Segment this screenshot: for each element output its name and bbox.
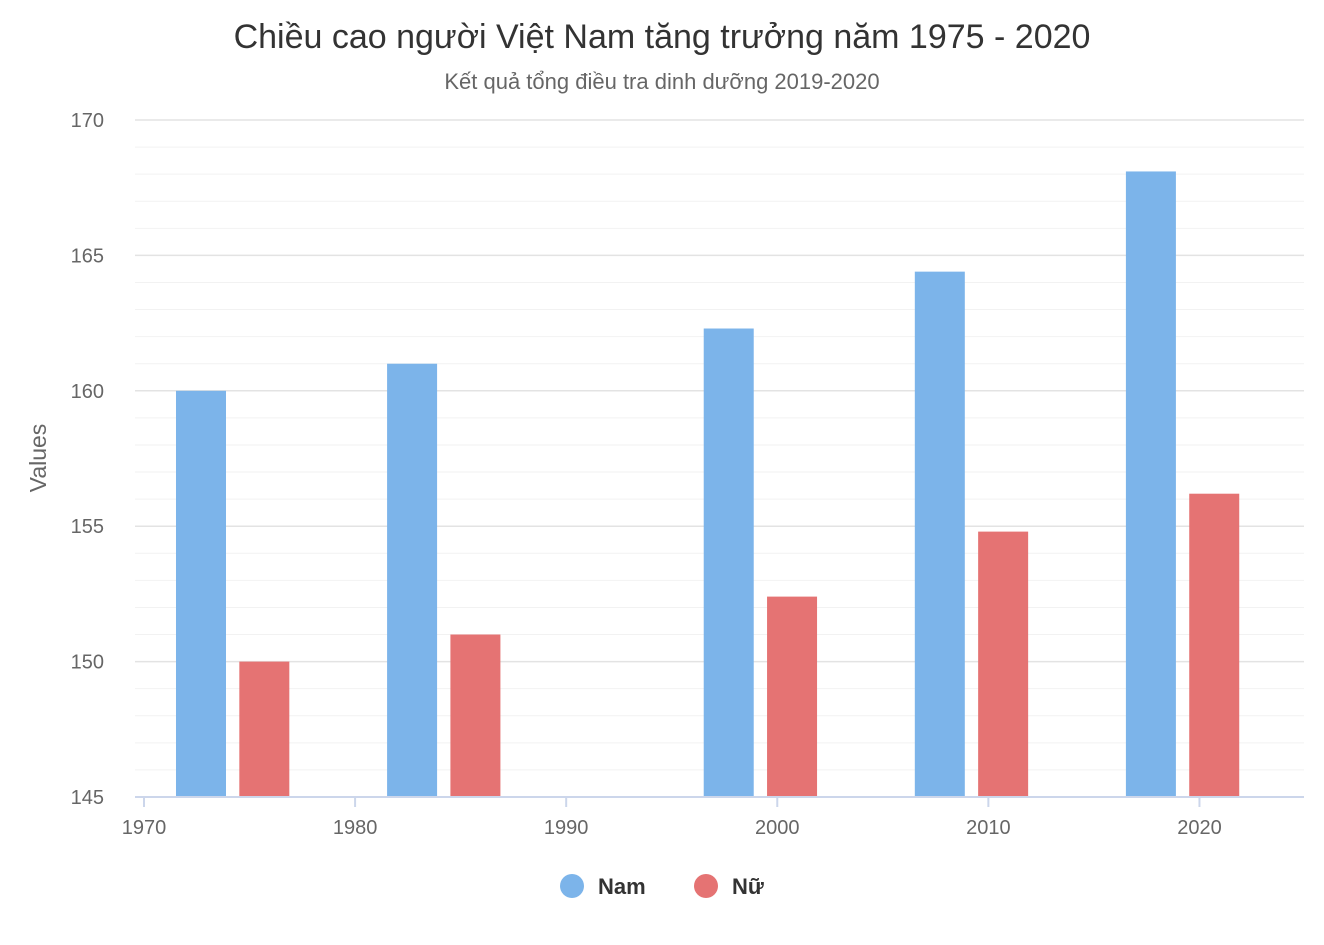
bar-nu-2000 <box>767 596 818 797</box>
bar-nam-1985 <box>387 363 438 797</box>
bar-nu-1975 <box>239 661 290 797</box>
x-tick-label: 2020 <box>1177 817 1222 839</box>
y-tick-label: 165 <box>71 245 104 267</box>
y-tick-label: 170 <box>71 110 104 132</box>
y-tick-label: 155 <box>71 516 104 538</box>
x-tick-label: 1990 <box>544 817 589 839</box>
chart-title: Chiều cao người Việt Nam tăng trưởng năm… <box>234 18 1091 56</box>
x-tick-label: 1970 <box>122 817 167 839</box>
x-tick-label: 1980 <box>333 817 378 839</box>
bar-nam-2020 <box>1125 171 1176 797</box>
legend-item-nam[interactable]: Nam <box>560 874 646 899</box>
axes: 145 150 155 160 165 170 1970 1980 1990 2000 2010 20… <box>71 110 1304 839</box>
y-tick-label: 150 <box>71 652 104 674</box>
x-tick-label: 2000 <box>755 817 800 839</box>
legend-label: Nữ <box>732 874 764 899</box>
bar-nam-2000 <box>703 328 754 797</box>
x-tick-label: 2010 <box>966 817 1011 839</box>
legend: Nam Nữ <box>560 874 764 899</box>
legend-marker <box>560 874 584 898</box>
bar-nu-2020 <box>1189 493 1240 797</box>
bars <box>175 171 1240 797</box>
legend-item-nu[interactable]: Nữ <box>694 874 764 899</box>
bar-nam-1975 <box>175 390 226 797</box>
chart-subtitle: Kết quả tổng điều tra dinh dưỡng 2019-20… <box>444 69 879 94</box>
bar-nam-2010 <box>914 271 965 797</box>
bar-nu-2010 <box>978 531 1029 797</box>
legend-label: Nam <box>598 874 646 899</box>
y-tick-label: 145 <box>71 787 104 809</box>
y-tick-label: 160 <box>71 381 104 403</box>
bar-nu-1985 <box>450 634 501 797</box>
legend-marker <box>694 874 718 898</box>
y-axis-title: Values <box>25 424 51 493</box>
